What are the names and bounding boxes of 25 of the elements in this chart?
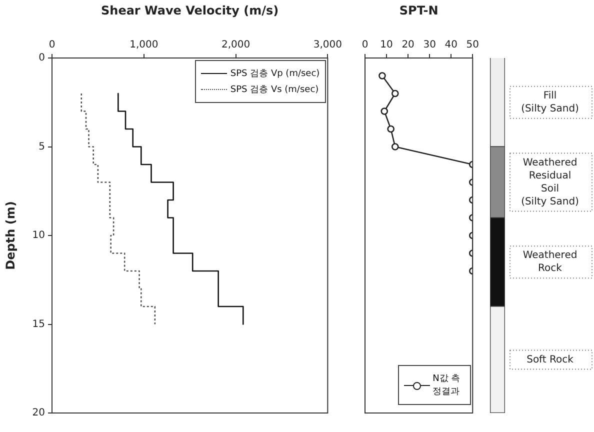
x-tick-label: 30	[423, 40, 436, 51]
series-label: Weathered Residual Soil (Silty Sand)	[521, 157, 580, 208]
y-tick-label: 20	[32, 408, 45, 419]
x-tick-label: 50	[466, 40, 480, 51]
x-axis-title: SPT-N	[399, 3, 438, 18]
x-tick-label: 1,000	[130, 40, 158, 51]
legend-label: SPS 검층 Vp (m/sec)	[230, 68, 320, 80]
x-tick-label: 3,000	[313, 40, 342, 51]
x-tick-label: 20	[402, 40, 414, 51]
x-tick-label: 10	[380, 40, 393, 51]
x-tick-label: 40	[444, 40, 458, 51]
legend-label: SPS 검층 Vs (m/sec)	[230, 84, 319, 96]
series-label: Fill (Silty Sand)	[521, 90, 580, 114]
y-tick-label: 0	[38, 52, 45, 64]
y-tick-label: 10	[32, 230, 45, 242]
y-axis-title: Depth (m)	[3, 201, 18, 270]
x-tick-label: 2,000	[221, 40, 250, 51]
legend-label: N값 측정결과	[432, 373, 462, 398]
y-tick-label: 5	[38, 141, 45, 152]
x-tick-label: 0	[48, 40, 56, 51]
y-tick-label: 15	[32, 318, 45, 330]
series-label: Weathered Rock	[522, 250, 578, 274]
x-axis-title: Shear Wave Velocity (m/s)	[101, 3, 279, 18]
x-tick-label: 0	[362, 40, 368, 51]
text: Soft Rock	[526, 354, 574, 366]
